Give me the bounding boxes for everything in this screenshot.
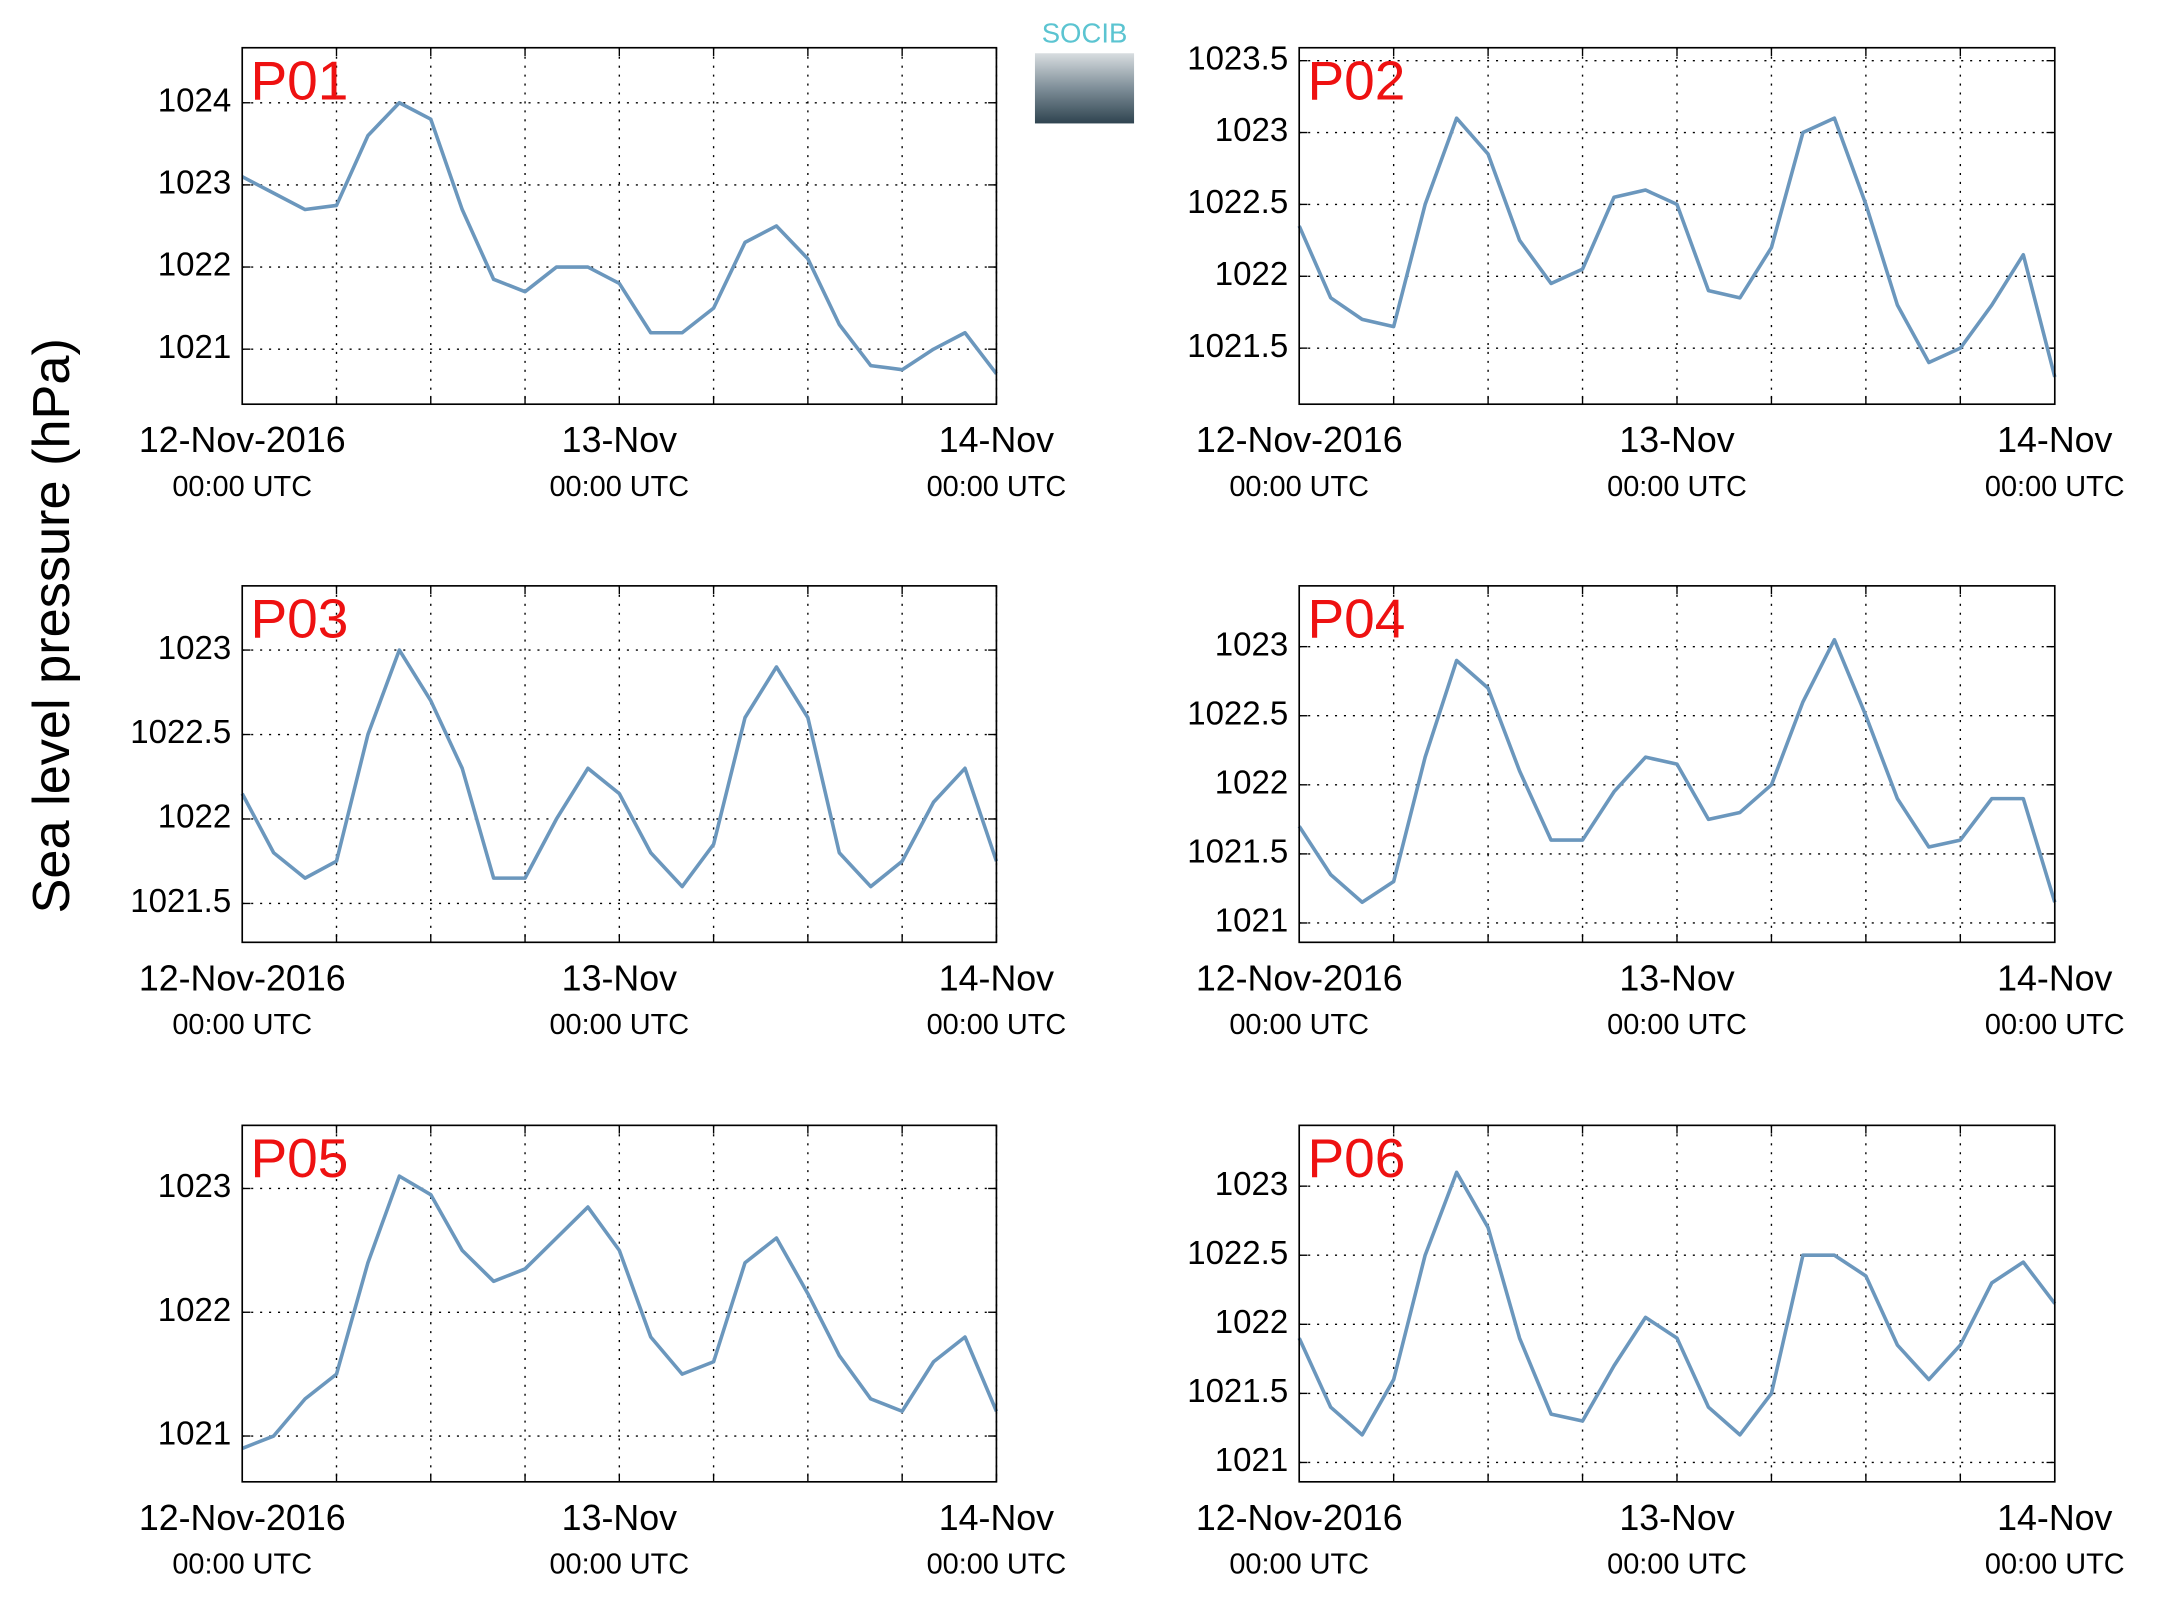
x-tick-label: 14-Nov [1997,958,2112,998]
x-tick-sublabel: 00:00 UTC [172,1009,312,1041]
x-tick-sublabel: 00:00 UTC [927,471,1067,503]
y-tick-label: 1021.5 [130,882,231,919]
logo: SOCIB [1042,18,1128,49]
plot-area [242,585,997,943]
x-tick-label: 14-Nov [1997,420,2112,460]
y-tick-label: 1022.5 [1187,183,1288,220]
x-tick-sublabel: 00:00 UTC [1985,1548,2125,1580]
y-tick-label: 1021 [1215,1441,1288,1478]
plot-area [1299,47,2055,405]
plot-frame [1298,1124,2056,1483]
y-tick-label: 1022 [158,246,231,283]
chart-title: P02 [1307,49,1405,111]
line [241,1174,999,1451]
x-tick-sublabel: 00:00 UTC [172,471,312,503]
y-tick-label: 1023 [1215,1165,1288,1202]
y-tick-label: 1021 [1215,902,1288,939]
y-tick-label: 1022 [158,798,231,835]
x-tick-label: 13-Nov [1619,1498,1734,1538]
x-tick-label: 12-Nov-2016 [139,958,346,998]
x-tick-sublabel: 00:00 UTC [1229,471,1369,503]
y-tick-label: 1023 [1215,111,1288,148]
y-tick-label: 1022 [1215,1303,1288,1340]
x-tick-sublabel: 00:00 UTC [549,1548,689,1580]
chart-title: P01 [250,49,348,111]
line [1297,637,2057,905]
x-tick-label: 12-Nov-2016 [139,420,346,460]
x-tick-sublabel: 00:00 UTC [1229,1548,1369,1580]
y-tick-label: 1024 [158,81,231,118]
x-tick-sublabel: 00:00 UTC [1229,1009,1369,1041]
x-tick-label: 12-Nov-2016 [1196,420,1403,460]
x-tick-sublabel: 00:00 UTC [172,1548,312,1580]
plot-frame [241,1124,998,1483]
x-tick-label: 12-Nov-2016 [1196,958,1403,998]
y-tick-label: 1021 [158,328,231,365]
subplot: 1021 1021.5 1022 1022.5 1023 12-Nov-2016 00:00… [1187,1124,2125,1580]
x-tick-sublabel: 00:00 UTC [549,1009,689,1041]
plot-frame [1298,585,2056,944]
x-tick-label: 14-Nov [939,958,1054,998]
plot-frame [241,585,998,944]
y-tick-label: 1022 [1215,764,1288,801]
line [1297,116,2057,378]
y-tick-label: 1023.5 [1187,39,1288,76]
chart-title: P03 [250,588,348,650]
chart-title: P04 [1307,588,1405,650]
x-tick-label: 14-Nov [939,420,1054,460]
line [241,100,998,375]
y-tick-label: 1022.5 [130,713,231,750]
y-axis-label: Sea level pressure (hPa) [23,338,81,913]
y-tick-label: 1021.5 [1187,327,1288,364]
x-tick-sublabel: 00:00 UTC [549,471,689,503]
x-tick-sublabel: 00:00 UTC [1607,1548,1747,1580]
x-tick-sublabel: 00:00 UTC [1985,1009,2125,1041]
y-tick-label: 1021.5 [1187,833,1288,870]
x-tick-label: 12-Nov-2016 [139,1498,346,1538]
plot-frame [241,46,998,406]
x-tick-label: 13-Nov [1619,958,1734,998]
x-tick-sublabel: 00:00 UTC [1607,1009,1747,1041]
subplot: 1021.5 1022 1022.5 1023 1023.5 12-Nov-2016 00:… [1187,39,2124,502]
x-tick-label: 14-Nov [939,1498,1054,1538]
x-tick-label: 13-Nov [1619,420,1734,460]
x-tick-label: 13-Nov [562,1498,677,1538]
x-tick-label: 14-Nov [1997,1498,2112,1538]
y-tick-label: 1023 [158,1167,231,1204]
x-tick-sublabel: 00:00 UTC [1607,471,1747,503]
y-tick-label: 1021 [158,1415,231,1452]
y-tick-label: 1022.5 [1187,694,1288,731]
x-tick-label: 13-Nov [562,420,677,460]
y-tick-label: 1023 [158,164,231,201]
y-tick-label: 1023 [1215,625,1288,662]
x-tick-sublabel: 00:00 UTC [927,1009,1067,1041]
subplot: 1021 1022 1023 12-Nov-2016 00:00 UTC 13-Nov 00… [139,1124,1067,1580]
subplot: 1021.5 1022 1022.5 1023 12-Nov-2016 00:00 UTC… [130,585,1067,1041]
y-tick-label: 1022 [158,1291,231,1328]
subplot: 1021 1022 1023 1024 12-Nov-2016 00:00 UTC 13-N… [139,46,1067,503]
y-tick-label: 1022.5 [1187,1234,1288,1271]
x-tick-label: 13-Nov [562,958,677,998]
chart-title: P06 [1307,1127,1405,1189]
chart-title: P05 [250,1127,348,1189]
subplot: 1021 1021.5 1022 1022.5 1023 12-Nov-2016 00:00… [1187,585,2125,1041]
logo-graphic [1034,53,1135,124]
y-tick-label: 1021.5 [1187,1372,1288,1409]
plot-area [242,47,997,405]
y-tick-label: 1023 [158,629,231,666]
y-tick-label: 1022 [1215,255,1288,292]
x-tick-sublabel: 00:00 UTC [927,1548,1067,1580]
x-tick-label: 12-Nov-2016 [1196,1498,1403,1538]
line [240,648,999,889]
plot-frame [1298,46,2056,406]
line [1297,1170,2057,1437]
x-tick-sublabel: 00:00 UTC [1985,471,2125,503]
